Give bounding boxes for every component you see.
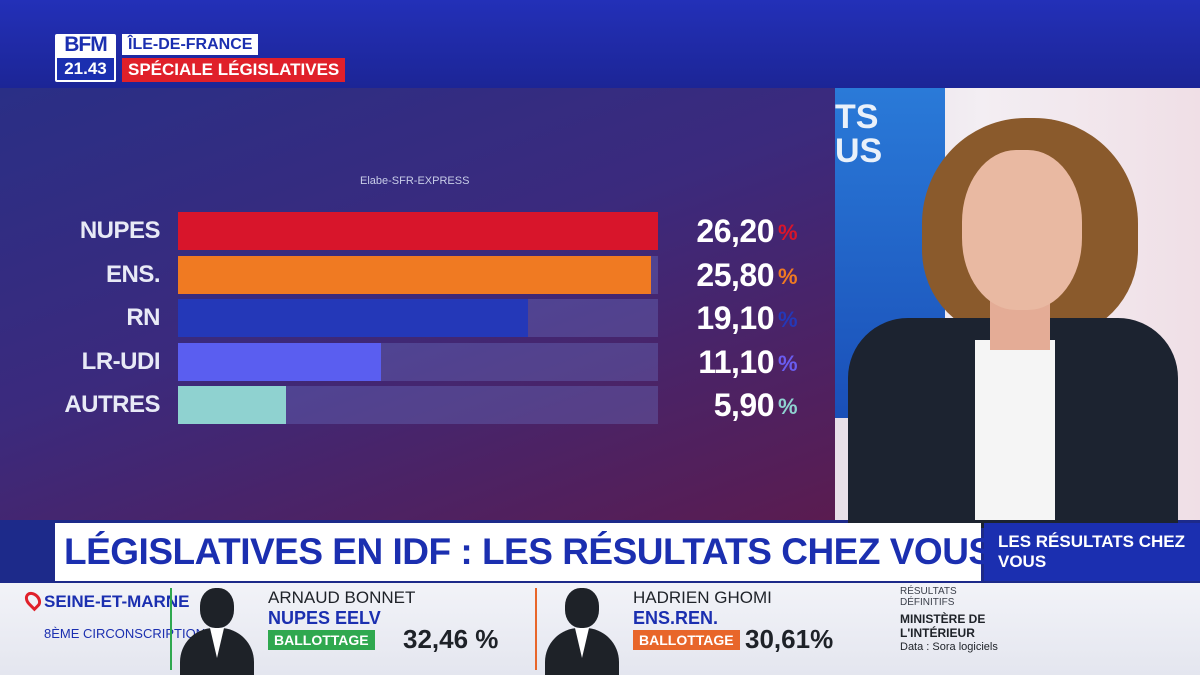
clock-time: 21.43 bbox=[57, 58, 114, 80]
chart-source: Elabe-SFR-EXPRESS bbox=[360, 175, 470, 187]
side-box bbox=[984, 523, 1200, 581]
presenter-face bbox=[962, 150, 1082, 310]
percent-sign: % bbox=[778, 307, 798, 332]
side-box-text: LES RÉSULTATS CHEZ VOUS bbox=[998, 532, 1185, 571]
value-label: 5,90 bbox=[713, 387, 775, 423]
value-label: 25,80 bbox=[696, 256, 774, 293]
bar-ens bbox=[178, 255, 651, 294]
candidate-2-avatar-icon bbox=[545, 588, 619, 675]
bar-rn bbox=[178, 299, 528, 337]
ministry-label: MINISTÈRE DE L'INTÉRIEUR bbox=[900, 612, 986, 640]
candidate-1-accent bbox=[170, 588, 172, 670]
logo-text: BFM bbox=[64, 33, 108, 56]
percent-sign: % bbox=[778, 263, 798, 289]
candidate-1-score: 32,46 % bbox=[403, 624, 499, 654]
candidate-1-party: NUPES EELV bbox=[268, 608, 381, 628]
bfm-logo: BFM 21.43 bbox=[55, 34, 116, 82]
candidate-1-avatar-icon bbox=[180, 588, 254, 675]
category-label: LR-UDI bbox=[81, 347, 161, 375]
special-tag: SPÉCIALE LÉGISLATIVES bbox=[122, 58, 346, 82]
candidate-1-status: BALLOTTAGE bbox=[268, 630, 375, 650]
results-label: RÉSULTATS DÉFINITIFS bbox=[900, 586, 957, 608]
results-bar-chart: NUPES 26,20% ENS. 25,80% RN 19,10% LR-UDI 11,10… bbox=[64, 212, 798, 424]
category-label: ENS. bbox=[105, 260, 161, 288]
headline: LÉGISLATIVES EN IDF : LES RÉSULTATS CHEZ… bbox=[64, 531, 993, 572]
value-label: 19,10 bbox=[696, 300, 774, 336]
region-tag: ÎLE-DE-FRANCE bbox=[122, 34, 259, 55]
candidate-2-name: HADRIEN GHOMI bbox=[633, 588, 772, 607]
bar-autres bbox=[178, 386, 287, 424]
percent-sign: % bbox=[778, 350, 798, 376]
candidate-2-party: ENS.REN. bbox=[633, 608, 719, 628]
location-name: SEINE-ET-MARNE bbox=[44, 592, 190, 611]
candidate-2-score: 30,61% bbox=[745, 624, 834, 654]
category-label: AUTRES bbox=[64, 391, 160, 418]
circonscription: 8ÈME CIRCONSCRIPTION bbox=[44, 626, 206, 641]
bar-lrudi bbox=[178, 342, 382, 381]
category-label: RN bbox=[126, 304, 160, 331]
percent-sign: % bbox=[778, 394, 798, 419]
candidate-2-status: BALLOTTAGE bbox=[633, 630, 740, 650]
category-label: NUPES bbox=[79, 217, 161, 244]
data-credit: Data : Sora logiciels bbox=[900, 641, 998, 653]
candidate-1-name: ARNAUD BONNET bbox=[268, 588, 416, 607]
value-label: 11,10 bbox=[698, 343, 774, 380]
headline-bar bbox=[55, 523, 981, 581]
bar-nupes bbox=[178, 212, 658, 250]
studio-screen-text: TS US bbox=[835, 98, 883, 170]
candidate-2-accent bbox=[535, 588, 537, 670]
presenter-shirt bbox=[975, 340, 1055, 520]
percent-sign: % bbox=[778, 220, 798, 245]
value-label: 26,20 bbox=[696, 213, 774, 249]
